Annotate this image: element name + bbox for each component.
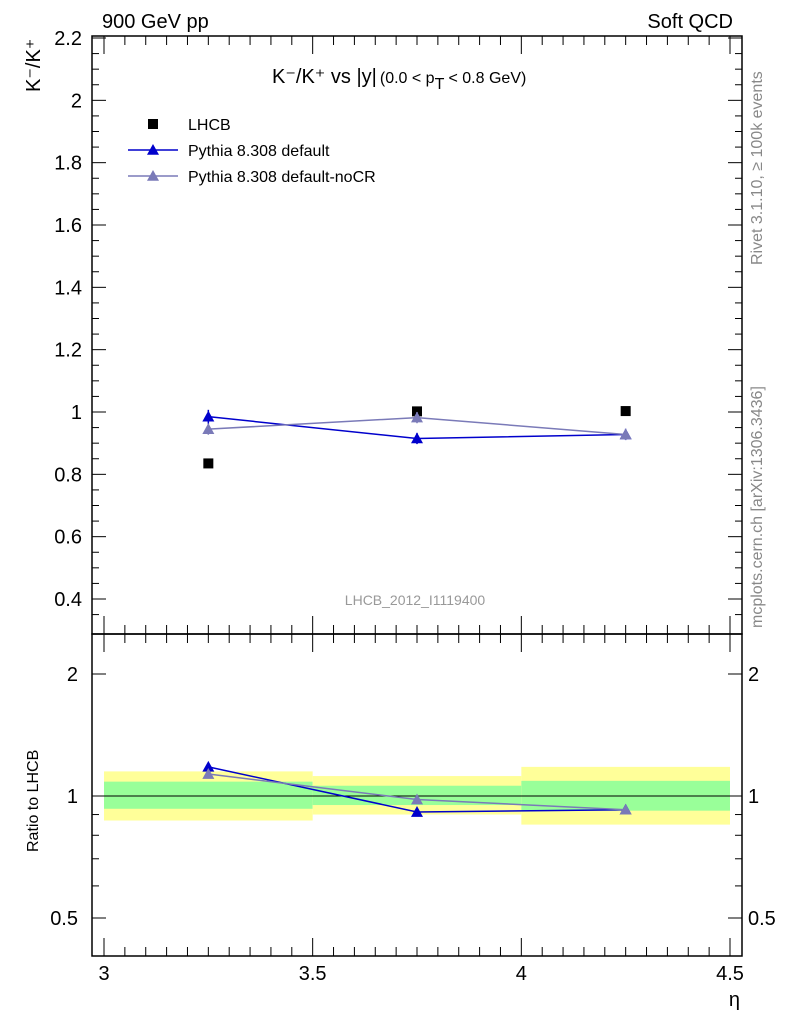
ratio-data-point	[202, 768, 215, 779]
main-title-tail: < 0.8 GeV)	[444, 70, 526, 87]
main-y-tick-label: 0.8	[54, 464, 82, 486]
ratio-y-tick-label: 2	[67, 664, 78, 686]
ratio-y-tick-label: 0.5	[50, 908, 78, 930]
legend-label: Pythia 8.308 default	[188, 143, 330, 160]
ratio-y-tick-label-right: 1	[748, 786, 759, 808]
legend-marker	[147, 170, 159, 181]
main-y-axis-label-text: K⁻/K⁺	[23, 39, 45, 92]
main-y-tick-label: 1.8	[54, 153, 82, 175]
x-tick-label: 3	[98, 963, 109, 985]
ratio-y-tick-label-right: 0.5	[748, 908, 776, 930]
ratio-y-axis-label-text: Ratio to LHCB	[25, 750, 42, 852]
main-plot-axes: 0.4 0.6 0.8 1 1.2 1.4 1.6 1.8 2 2.2	[54, 28, 743, 635]
ratio-plot-data	[92, 760, 742, 817]
legend-marker	[147, 144, 159, 155]
rivet-label: Rivet 3.1.10, ≥ 100k events	[749, 71, 766, 265]
main-title-sub: T	[435, 76, 445, 93]
legend-label: Pythia 8.308 default-noCR	[188, 169, 376, 186]
x-axis-label: η	[729, 989, 740, 1011]
ratio-y-tick-label: 1	[67, 786, 78, 808]
legend-label: LHCB	[188, 117, 231, 134]
ratio-data-point	[411, 806, 423, 817]
main-y-tick-label: 2.2	[54, 28, 82, 50]
main-y-tick-label: 2	[71, 90, 82, 112]
ratio-y-tick-label-right: 2	[748, 664, 759, 686]
main-y-tick-label: 1	[71, 402, 82, 424]
main-data-point	[412, 406, 422, 417]
main-title-range: (0.0 < p	[380, 70, 435, 87]
ratio-y-axis-label: Ratio to LHCB	[25, 750, 42, 852]
main-plot-data	[202, 406, 632, 469]
x-tick-label: 4.5	[716, 963, 744, 985]
main-data-point	[620, 406, 631, 417]
ratio-data-point	[411, 793, 423, 805]
main-data-point	[202, 410, 215, 422]
header-left: 900 GeV pp	[102, 11, 209, 33]
ratio-data-point	[202, 760, 215, 772]
analysis-id: LHCB_2012_I1119400	[345, 592, 486, 608]
mcplots-label: mcplots.cern.ch [arXiv:1306.3436]	[749, 386, 766, 628]
main-y-tick-label: 0.4	[54, 589, 82, 611]
main-data-point	[411, 432, 423, 444]
main-data-point	[203, 458, 214, 469]
ratio-band-inner	[104, 781, 313, 809]
main-data-point	[411, 411, 423, 423]
main-title: K⁻/K⁺ vs |y| (0.0 < pT < 0.8 GeV)	[272, 66, 526, 93]
main-y-tick-label: 1.4	[54, 277, 82, 299]
ratio-data-point	[619, 803, 632, 815]
x-tick-label: 4	[516, 963, 527, 985]
main-title-text: K⁻/K⁺ vs |y|	[272, 66, 377, 88]
main-y-tick-label: 1.6	[54, 215, 82, 237]
legend-marker	[148, 119, 158, 129]
main-y-tick-label: 1.2	[54, 340, 82, 362]
x-tick-label: 3.5	[299, 963, 327, 985]
main-y-tick-label: 0.6	[54, 527, 82, 549]
ratio-plot-axes: 3 3.5 4 4.5 0.5 0.5 1 1 2 2	[50, 633, 776, 985]
main-data-point	[202, 423, 215, 434]
main-y-axis-label: K⁻/K⁺	[23, 39, 45, 92]
main-data-point	[619, 428, 632, 440]
header-right: Soft QCD	[647, 11, 733, 33]
legend: LHCB Pythia 8.308 default Pythia 8.308 def…	[128, 117, 376, 186]
